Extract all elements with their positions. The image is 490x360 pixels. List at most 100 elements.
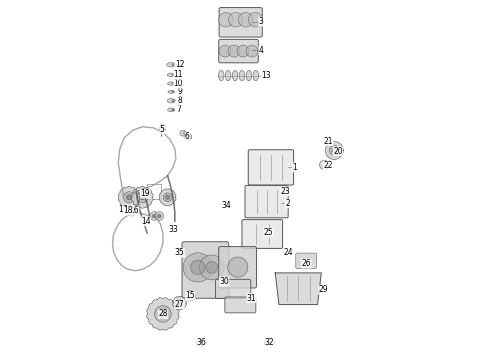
Ellipse shape <box>167 73 175 77</box>
Text: 14: 14 <box>141 217 151 226</box>
Text: 30: 30 <box>219 277 229 286</box>
Ellipse shape <box>265 339 274 346</box>
Ellipse shape <box>246 71 252 81</box>
Circle shape <box>178 302 181 305</box>
Text: 25: 25 <box>264 228 273 237</box>
Circle shape <box>329 145 339 156</box>
Circle shape <box>140 195 145 200</box>
Text: 33: 33 <box>169 225 178 234</box>
Polygon shape <box>118 186 140 208</box>
Circle shape <box>206 262 218 273</box>
Circle shape <box>166 195 170 199</box>
Ellipse shape <box>168 90 174 93</box>
Ellipse shape <box>253 71 259 81</box>
Text: 31: 31 <box>246 294 256 302</box>
Text: 21: 21 <box>324 137 333 146</box>
Ellipse shape <box>239 71 245 81</box>
Circle shape <box>238 13 253 27</box>
FancyBboxPatch shape <box>182 242 229 298</box>
Ellipse shape <box>172 74 174 76</box>
Ellipse shape <box>168 82 175 85</box>
Ellipse shape <box>168 108 175 112</box>
Text: 24: 24 <box>283 248 293 257</box>
Ellipse shape <box>159 126 165 134</box>
Text: 23: 23 <box>280 187 290 196</box>
FancyBboxPatch shape <box>219 8 262 37</box>
Text: 18: 18 <box>123 206 133 215</box>
Polygon shape <box>147 298 179 330</box>
FancyBboxPatch shape <box>219 40 258 63</box>
Circle shape <box>152 214 156 218</box>
FancyBboxPatch shape <box>248 150 294 185</box>
Polygon shape <box>172 296 186 310</box>
Circle shape <box>155 306 171 322</box>
Text: 27: 27 <box>174 300 184 309</box>
Circle shape <box>126 195 132 200</box>
Text: 15: 15 <box>186 292 195 300</box>
Ellipse shape <box>196 339 206 346</box>
Text: 5: 5 <box>160 125 165 134</box>
Text: 12: 12 <box>175 60 184 69</box>
Text: 11: 11 <box>173 71 183 80</box>
Text: 16: 16 <box>129 206 139 215</box>
Ellipse shape <box>167 63 176 67</box>
Ellipse shape <box>184 132 186 135</box>
Circle shape <box>155 212 164 220</box>
Ellipse shape <box>172 83 174 84</box>
Ellipse shape <box>172 109 174 111</box>
Polygon shape <box>159 189 176 206</box>
Circle shape <box>219 13 233 27</box>
Circle shape <box>228 13 243 27</box>
Text: 26: 26 <box>301 259 311 268</box>
Text: 35: 35 <box>174 248 184 257</box>
FancyBboxPatch shape <box>225 297 256 313</box>
Circle shape <box>157 214 161 218</box>
Ellipse shape <box>219 71 224 81</box>
Circle shape <box>150 212 159 220</box>
Circle shape <box>122 208 126 211</box>
Circle shape <box>163 193 172 202</box>
Circle shape <box>228 45 240 57</box>
Circle shape <box>127 207 136 216</box>
Text: 4: 4 <box>259 46 264 55</box>
Text: 29: 29 <box>318 285 328 294</box>
Circle shape <box>246 45 258 57</box>
Circle shape <box>332 148 337 153</box>
Text: 22: 22 <box>323 161 333 170</box>
Text: 17: 17 <box>118 205 127 214</box>
Text: 9: 9 <box>177 87 182 96</box>
Circle shape <box>130 210 133 213</box>
Text: 13: 13 <box>261 71 270 80</box>
Text: 3: 3 <box>259 17 264 26</box>
Circle shape <box>319 160 329 170</box>
Circle shape <box>120 205 129 214</box>
Ellipse shape <box>172 64 175 66</box>
Circle shape <box>176 300 183 307</box>
Text: 6: 6 <box>185 132 190 141</box>
Ellipse shape <box>172 100 174 102</box>
FancyBboxPatch shape <box>242 220 283 248</box>
Circle shape <box>123 192 135 203</box>
Text: 20: 20 <box>333 147 343 156</box>
Text: 36: 36 <box>196 338 206 347</box>
Text: 8: 8 <box>177 96 182 105</box>
Circle shape <box>159 310 167 318</box>
FancyBboxPatch shape <box>219 247 257 288</box>
Text: 7: 7 <box>176 105 181 114</box>
Circle shape <box>248 13 263 27</box>
Circle shape <box>137 192 148 203</box>
Ellipse shape <box>180 130 186 136</box>
Text: 32: 32 <box>265 338 274 347</box>
Text: 2: 2 <box>285 199 290 208</box>
Ellipse shape <box>225 71 231 81</box>
Circle shape <box>185 291 196 301</box>
Circle shape <box>199 255 224 280</box>
Polygon shape <box>325 141 343 159</box>
Text: 34: 34 <box>221 202 231 210</box>
Circle shape <box>183 253 212 282</box>
Ellipse shape <box>232 71 238 81</box>
Text: 10: 10 <box>173 79 183 88</box>
Ellipse shape <box>167 99 175 103</box>
FancyBboxPatch shape <box>296 253 317 269</box>
FancyBboxPatch shape <box>245 185 288 218</box>
